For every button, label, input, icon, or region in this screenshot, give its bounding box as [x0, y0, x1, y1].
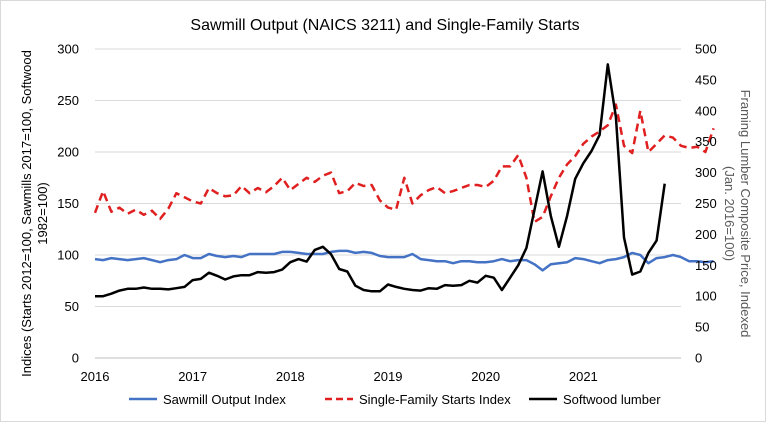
x-tick-label: 2017	[178, 369, 207, 384]
right-tick-label: 0	[695, 351, 702, 366]
right-tick-label: 200	[695, 227, 717, 242]
legend-label: Sawmill Output Index	[163, 392, 286, 407]
left-tick-label: 250	[57, 93, 79, 108]
gridlines	[95, 48, 681, 359]
right-tick-label: 150	[695, 258, 717, 273]
y-axis-label-left-line: 1982=100)	[35, 182, 50, 245]
right-tick-label: 400	[695, 103, 717, 118]
left-tick-label: 0	[72, 351, 79, 366]
y-axis-label-left: Indices (Starts 2012=100, Sawmills 2017=…	[19, 50, 50, 377]
y-axis-label-right: Framing Lumber Composite Price, Indexed(…	[722, 90, 753, 338]
right-tick-label: 450	[695, 72, 717, 87]
left-tick-label: 50	[65, 299, 79, 314]
left-tick-label: 300	[57, 42, 79, 57]
x-tick-labels: 2016 2017 2018 2019 2020 2021	[81, 369, 598, 384]
chart-title: Sawmill Output (NAICS 3211) and Single-F…	[190, 17, 579, 34]
x-tick-label: 2016	[81, 369, 110, 384]
left-tick-label: 200	[57, 145, 79, 160]
x-tick-label: 2021	[569, 369, 598, 384]
y-axis-label-right-line: (Jan. 2016=100)	[722, 166, 737, 261]
right-tick-label: 300	[695, 165, 717, 180]
legend-label: Softwood lumber	[563, 392, 661, 407]
series-line-single-family-starts-index	[93, 103, 715, 224]
series-line-softwood-lumber	[95, 63, 666, 298]
right-tick-labels: 0 50 100 150 200 250 300 350 400 450 500	[695, 42, 717, 366]
x-tick-label: 2020	[471, 369, 500, 384]
right-tick-label: 100	[695, 289, 717, 304]
x-tick-label: 2018	[276, 369, 305, 384]
y-axis-label-left-line: Indices (Starts 2012=100, Sawmills 2017=…	[19, 50, 34, 377]
right-tick-label: 50	[695, 320, 709, 335]
series-layer	[93, 63, 715, 298]
left-tick-labels: 0 50 100 150 200 250 300	[57, 42, 79, 366]
x-tick-label: 2019	[374, 369, 403, 384]
right-tick-label: 250	[695, 196, 717, 211]
legend-label: Single-Family Starts Index	[359, 392, 511, 407]
left-tick-label: 100	[57, 248, 79, 263]
series-line-sawmill-output-index	[94, 249, 714, 272]
right-tick-label: 350	[695, 134, 717, 149]
right-tick-label: 500	[695, 42, 717, 57]
legend: Sawmill Output Index Single-Family Starts…	[129, 392, 661, 407]
left-tick-label: 150	[57, 196, 79, 211]
y-axis-label-right-line: Framing Lumber Composite Price, Indexed	[738, 90, 753, 338]
